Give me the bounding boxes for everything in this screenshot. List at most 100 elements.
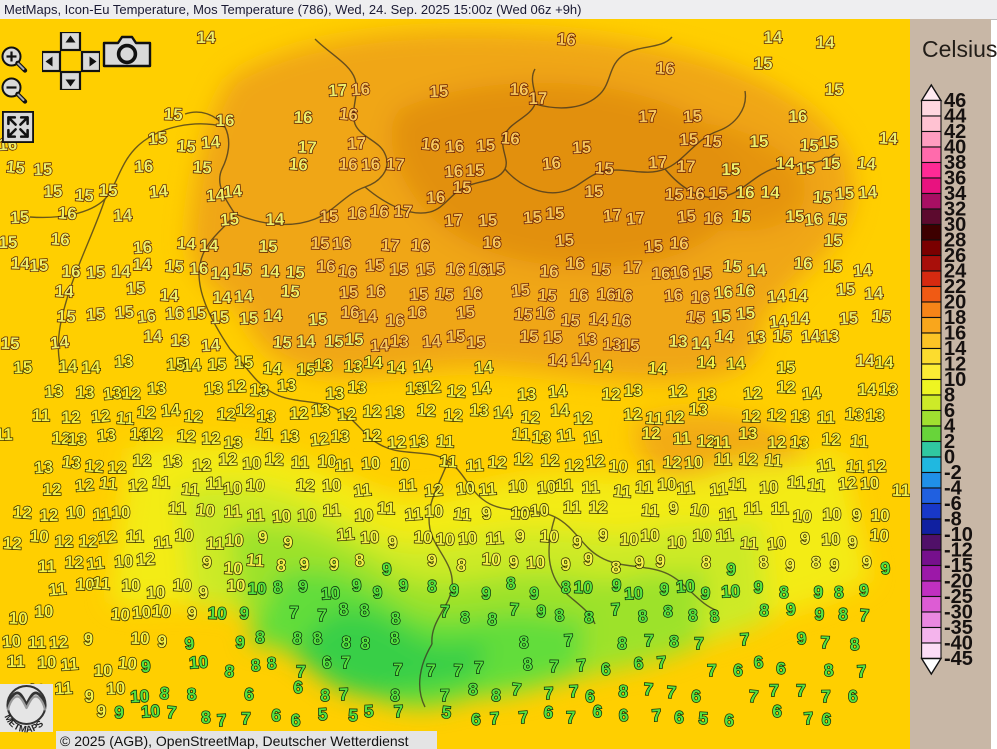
svg-text:11: 11: [714, 450, 732, 469]
svg-text:15: 15: [234, 353, 253, 372]
svg-text:14: 14: [413, 356, 434, 376]
svg-text:8: 8: [523, 655, 533, 674]
svg-text:16: 16: [714, 282, 734, 302]
svg-text:15: 15: [192, 158, 212, 178]
svg-text:9: 9: [351, 576, 361, 595]
svg-text:13: 13: [865, 406, 884, 425]
svg-text:8: 8: [460, 608, 469, 627]
svg-text:16: 16: [337, 261, 358, 282]
svg-text:14: 14: [113, 206, 133, 226]
svg-text:8: 8: [491, 686, 501, 705]
svg-text:6: 6: [772, 702, 782, 721]
svg-text:15: 15: [344, 330, 363, 349]
svg-text:11: 11: [465, 456, 484, 476]
svg-text:10: 10: [111, 503, 130, 522]
svg-text:9: 9: [668, 499, 678, 518]
svg-text:10: 10: [860, 474, 880, 494]
svg-text:9: 9: [598, 526, 608, 545]
svg-text:7: 7: [651, 706, 662, 726]
svg-text:14: 14: [58, 357, 78, 376]
svg-text:7: 7: [856, 662, 866, 681]
svg-text:16: 16: [445, 137, 465, 157]
svg-text:16: 16: [690, 288, 709, 307]
svg-text:14: 14: [714, 326, 735, 346]
svg-text:8: 8: [255, 628, 265, 647]
svg-text:10: 10: [792, 507, 812, 527]
svg-text:12: 12: [766, 405, 786, 425]
svg-text:10: 10: [390, 455, 410, 475]
svg-text:15: 15: [429, 82, 449, 102]
svg-text:7: 7: [707, 661, 717, 680]
svg-text:11: 11: [48, 579, 68, 599]
svg-text:14: 14: [691, 334, 711, 353]
svg-text:8: 8: [618, 682, 628, 701]
svg-text:8: 8: [390, 609, 401, 629]
svg-text:11: 11: [485, 529, 504, 549]
svg-text:12: 12: [64, 553, 83, 572]
svg-text:16: 16: [351, 79, 371, 99]
svg-text:10: 10: [455, 478, 476, 499]
svg-text:14: 14: [802, 383, 823, 403]
svg-text:11: 11: [398, 476, 417, 496]
svg-text:16: 16: [652, 264, 671, 283]
svg-text:11: 11: [743, 499, 762, 519]
svg-text:16: 16: [61, 262, 80, 281]
svg-text:9: 9: [655, 552, 666, 572]
svg-text:11: 11: [676, 479, 695, 499]
svg-text:14: 14: [472, 378, 493, 398]
svg-text:15: 15: [513, 304, 533, 324]
svg-text:11: 11: [641, 501, 660, 521]
svg-text:13: 13: [409, 432, 429, 452]
svg-text:14: 14: [264, 306, 283, 325]
svg-text:16: 16: [500, 128, 520, 148]
svg-text:15: 15: [164, 256, 184, 276]
svg-text:8: 8: [201, 708, 211, 727]
svg-text:11: 11: [206, 534, 224, 553]
svg-text:12: 12: [641, 424, 660, 443]
svg-text:11: 11: [223, 502, 242, 522]
svg-text:15: 15: [10, 208, 30, 228]
svg-text:10: 10: [151, 601, 171, 621]
svg-text:11: 11: [709, 479, 728, 499]
svg-text:14: 14: [363, 353, 383, 373]
svg-text:15: 15: [486, 259, 506, 279]
svg-text:15: 15: [683, 106, 703, 126]
svg-text:13: 13: [67, 430, 86, 449]
svg-text:15: 15: [272, 332, 292, 352]
svg-text:15: 15: [572, 138, 592, 158]
svg-text:9: 9: [515, 527, 525, 546]
svg-text:16: 16: [340, 303, 359, 322]
svg-text:11: 11: [764, 450, 783, 470]
svg-text:8: 8: [506, 574, 516, 593]
svg-text:8: 8: [427, 577, 437, 596]
svg-text:11: 11: [715, 526, 734, 546]
svg-text:16: 16: [611, 310, 632, 331]
svg-text:14: 14: [858, 380, 877, 399]
svg-text:14: 14: [815, 33, 835, 52]
svg-text:9: 9: [786, 600, 796, 619]
svg-text:14: 14: [210, 264, 230, 283]
svg-text:8: 8: [487, 610, 497, 629]
svg-text:14: 14: [763, 28, 783, 47]
svg-text:7: 7: [426, 661, 436, 680]
svg-text:10: 10: [66, 502, 86, 522]
svg-text:8: 8: [338, 600, 349, 620]
svg-text:12: 12: [295, 475, 315, 495]
svg-text:10: 10: [413, 528, 433, 548]
svg-text:12: 12: [289, 404, 308, 423]
svg-text:8: 8: [359, 601, 370, 621]
svg-text:15: 15: [799, 136, 819, 156]
svg-text:10: 10: [132, 602, 152, 622]
svg-text:8: 8: [468, 680, 477, 699]
svg-text:12: 12: [136, 550, 156, 570]
svg-text:14: 14: [696, 353, 716, 373]
svg-text:15: 15: [219, 209, 240, 230]
svg-text:17: 17: [385, 155, 405, 175]
svg-text:15: 15: [835, 184, 855, 204]
svg-text:15: 15: [434, 284, 455, 305]
svg-text:13: 13: [61, 452, 82, 473]
svg-text:10: 10: [37, 653, 56, 672]
svg-text:10: 10: [759, 478, 779, 498]
svg-text:10: 10: [693, 526, 712, 545]
svg-text:16: 16: [165, 304, 185, 324]
